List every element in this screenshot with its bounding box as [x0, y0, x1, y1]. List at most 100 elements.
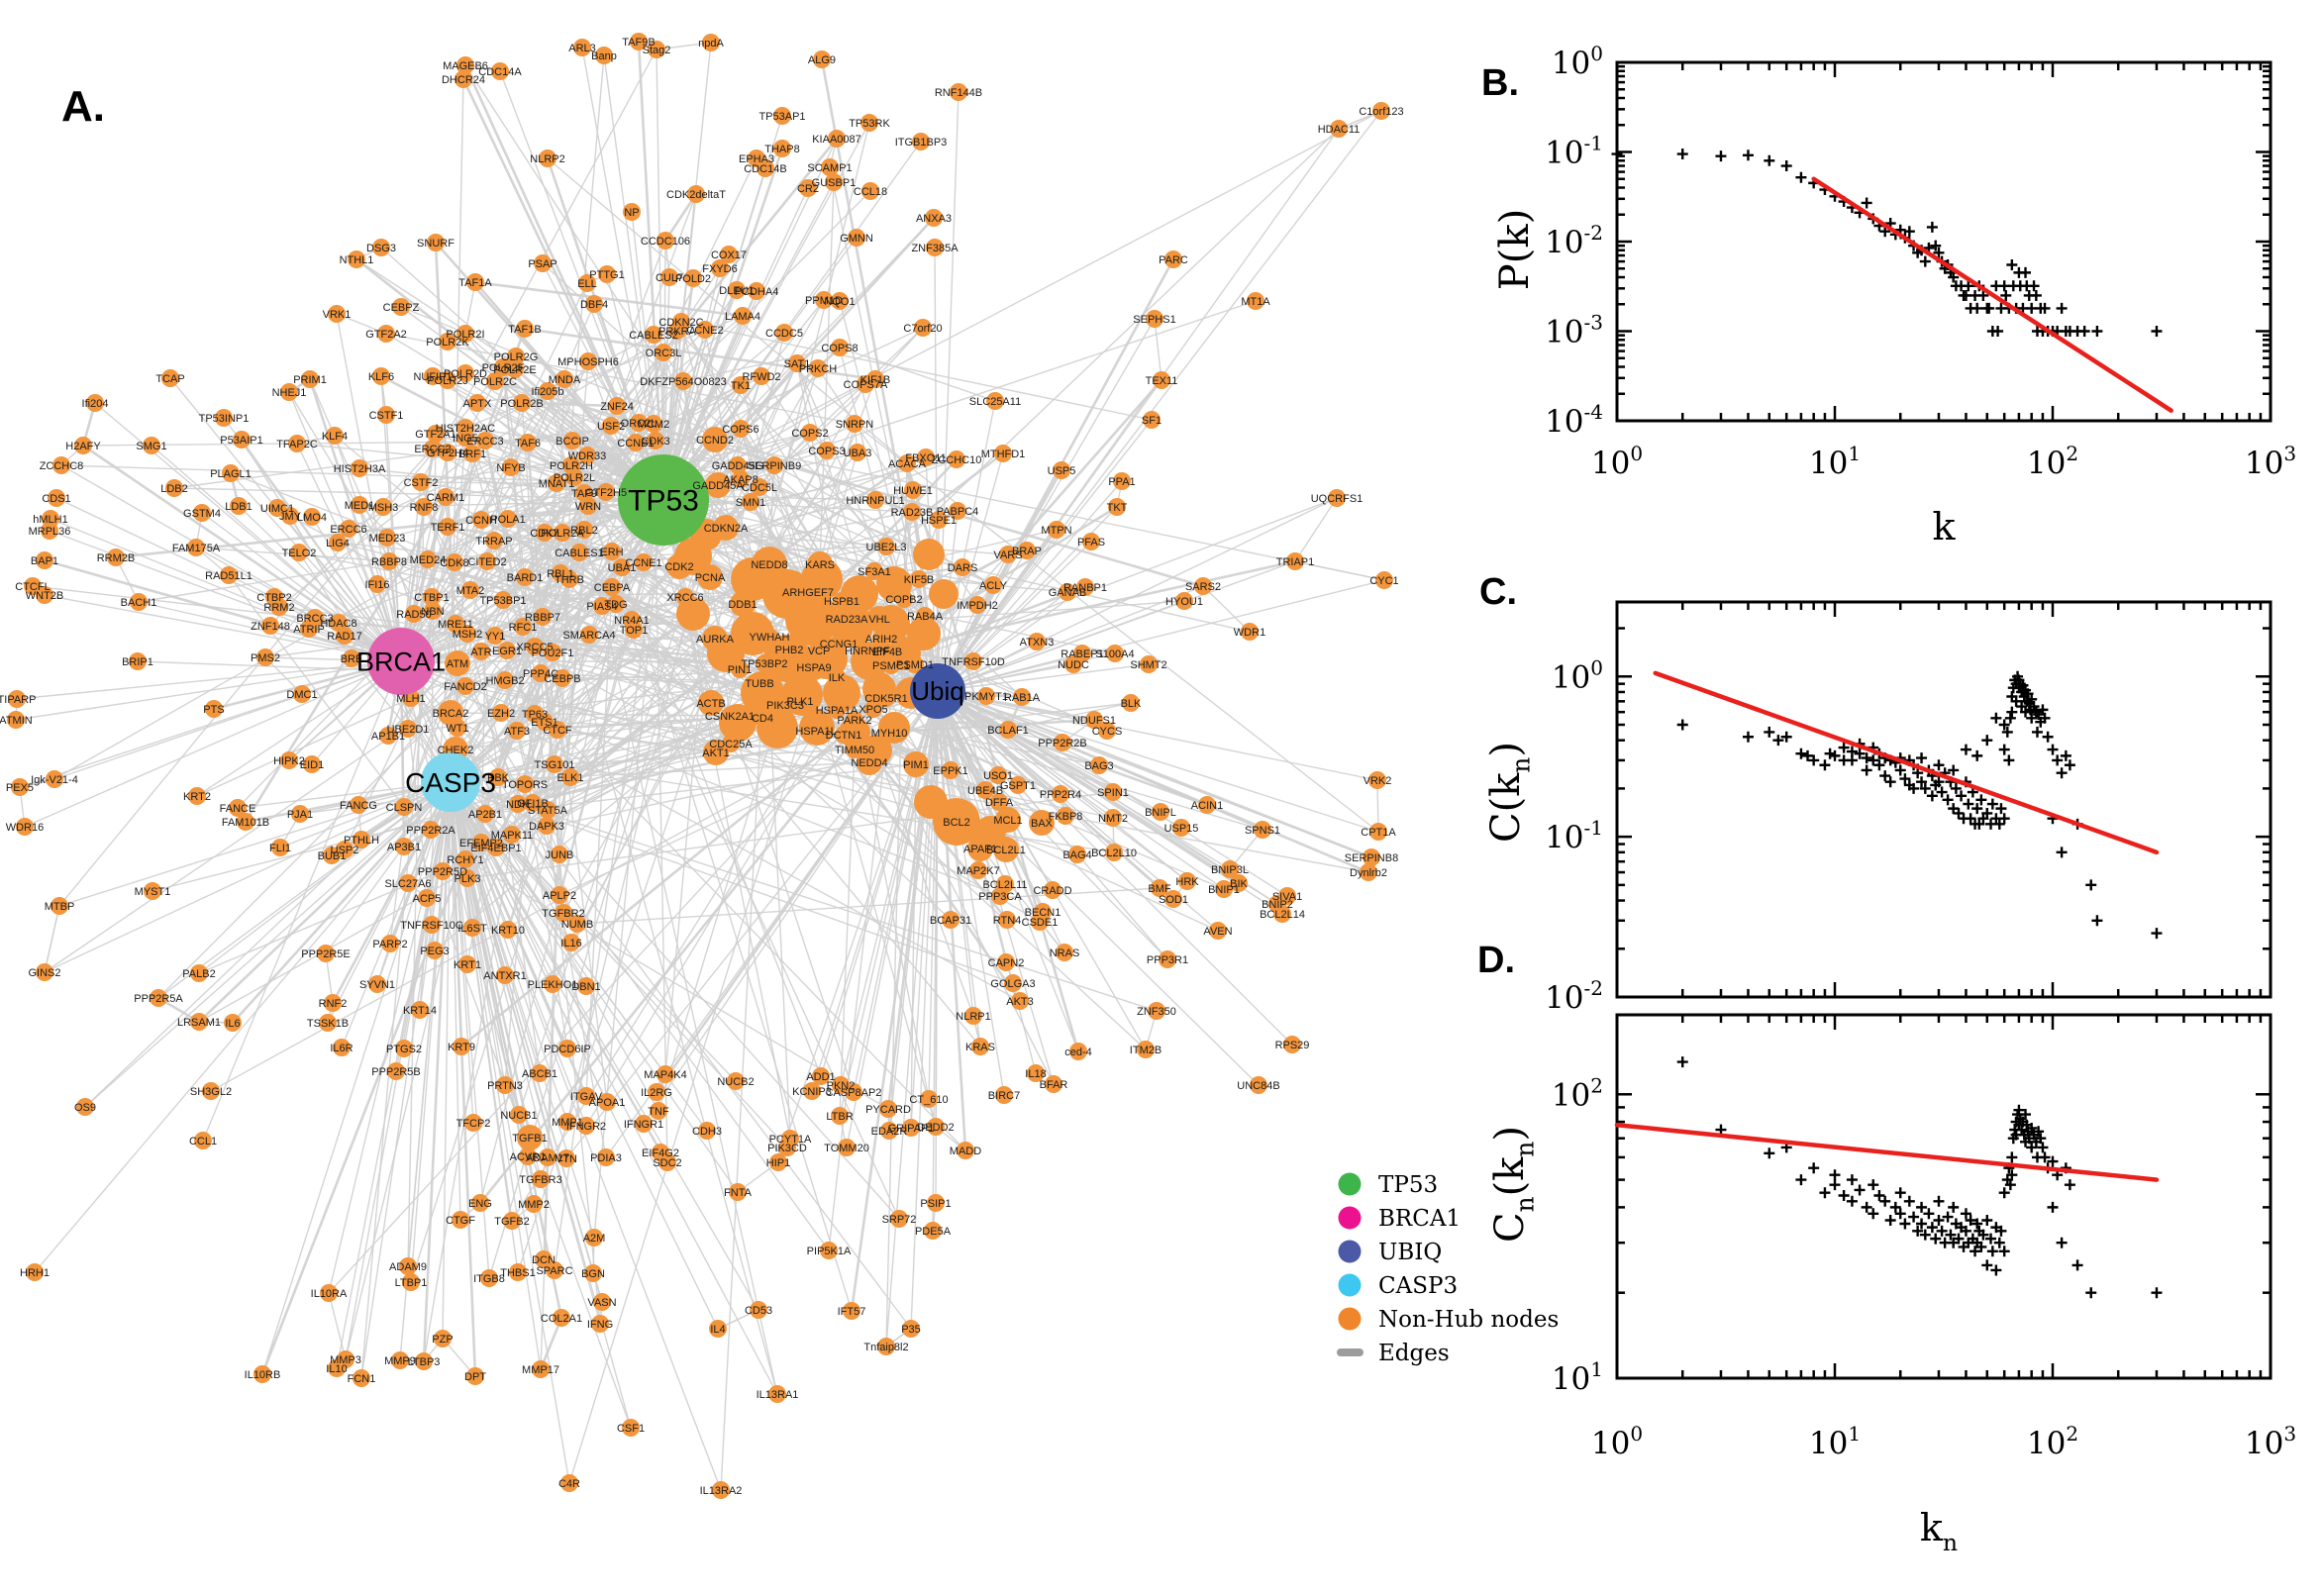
- network-node[interactable]: [577, 1117, 595, 1135]
- network-node[interactable]: [608, 397, 626, 415]
- network-node[interactable]: [857, 375, 874, 393]
- network-node[interactable]: [950, 83, 967, 101]
- network-node[interactable]: [516, 320, 534, 338]
- network-node[interactable]: [993, 837, 1019, 862]
- network-node[interactable]: [635, 1115, 653, 1133]
- network-node[interactable]: [698, 1122, 716, 1140]
- network-node[interactable]: [756, 654, 773, 672]
- network-node[interactable]: [374, 498, 392, 516]
- network-node[interactable]: [411, 1001, 429, 1019]
- network-node[interactable]: [1247, 292, 1264, 310]
- network-node[interactable]: [768, 1385, 786, 1403]
- network-node[interactable]: [948, 450, 965, 468]
- network-node[interactable]: [434, 862, 452, 880]
- network-node[interactable]: [480, 1269, 498, 1287]
- network-node[interactable]: [880, 724, 898, 742]
- network-node[interactable]: [496, 671, 514, 689]
- network-node[interactable]: [253, 1365, 271, 1383]
- network-node[interactable]: [562, 456, 580, 474]
- network-node[interactable]: [554, 524, 571, 542]
- network-node[interactable]: [548, 474, 565, 492]
- network-node[interactable]: [463, 445, 481, 462]
- network-node[interactable]: [613, 558, 631, 576]
- network-node[interactable]: [50, 897, 68, 915]
- network-node[interactable]: [721, 707, 739, 725]
- network-node[interactable]: [568, 915, 586, 933]
- network-node[interactable]: [674, 372, 692, 390]
- network-node[interactable]: [976, 781, 994, 799]
- network-node[interactable]: [882, 656, 900, 674]
- network-node[interactable]: [927, 1194, 945, 1212]
- network-node[interactable]: [773, 140, 791, 157]
- network-node[interactable]: [458, 625, 476, 643]
- network-node[interactable]: [293, 685, 311, 703]
- network-node[interactable]: [734, 307, 752, 325]
- network-node[interactable]: [237, 813, 254, 831]
- network-node[interactable]: [439, 333, 456, 350]
- network-node[interactable]: [702, 626, 728, 651]
- network-hub-brca1[interactable]: [367, 628, 435, 695]
- network-node[interactable]: [998, 911, 1016, 929]
- network-node[interactable]: [453, 1038, 470, 1055]
- network-node[interactable]: [317, 945, 335, 962]
- network-node[interactable]: [1098, 722, 1116, 740]
- network-node[interactable]: [551, 886, 568, 904]
- network-node[interactable]: [74, 437, 92, 454]
- network-node[interactable]: [729, 456, 747, 474]
- network-node[interactable]: [340, 520, 357, 538]
- network-node[interactable]: [788, 354, 806, 372]
- network-node[interactable]: [752, 547, 787, 582]
- network-node[interactable]: [536, 713, 554, 731]
- network-node[interactable]: [1172, 819, 1190, 837]
- network-node[interactable]: [878, 643, 896, 660]
- network-node[interactable]: [36, 586, 53, 604]
- network-node[interactable]: [846, 415, 863, 433]
- network-node[interactable]: [268, 499, 286, 517]
- network-node[interactable]: [412, 473, 430, 491]
- network-node[interactable]: [902, 1320, 920, 1338]
- network-node[interactable]: [830, 635, 848, 652]
- network-node[interactable]: [866, 491, 884, 509]
- network-node[interactable]: [1090, 756, 1108, 774]
- network-node[interactable]: [957, 1142, 974, 1159]
- network-node[interactable]: [838, 1139, 856, 1156]
- network-node[interactable]: [509, 795, 527, 813]
- network-node[interactable]: [769, 1153, 787, 1171]
- network-node[interactable]: [551, 846, 568, 863]
- network-node[interactable]: [697, 564, 723, 590]
- network-node[interactable]: [791, 692, 809, 710]
- network-node[interactable]: [877, 689, 895, 707]
- network-node[interactable]: [803, 1082, 821, 1100]
- network-node[interactable]: [261, 617, 279, 635]
- network-node[interactable]: [391, 1351, 409, 1369]
- network-node[interactable]: [328, 305, 346, 323]
- network-node[interactable]: [439, 444, 456, 461]
- network-node[interactable]: [849, 444, 866, 461]
- network-node[interactable]: [748, 282, 765, 300]
- network-node[interactable]: [712, 1481, 730, 1499]
- network-node[interactable]: [36, 551, 53, 569]
- network-node[interactable]: [539, 1148, 556, 1166]
- network-node[interactable]: [999, 721, 1017, 739]
- network-node[interactable]: [785, 592, 839, 646]
- network-node[interactable]: [476, 805, 494, 823]
- network-node[interactable]: [190, 964, 208, 982]
- network-node[interactable]: [577, 977, 595, 995]
- network-node[interactable]: [702, 427, 728, 452]
- network-node[interactable]: [415, 1352, 433, 1370]
- network-node[interactable]: [380, 552, 398, 570]
- network-node[interactable]: [399, 874, 417, 892]
- network-node[interactable]: [52, 456, 70, 474]
- network-node[interactable]: [845, 1083, 862, 1101]
- network-node[interactable]: [526, 638, 544, 655]
- network-node[interactable]: [910, 570, 928, 588]
- network-node[interactable]: [456, 850, 474, 868]
- network-node[interactable]: [395, 838, 413, 855]
- network-node[interactable]: [676, 588, 694, 606]
- network-node[interactable]: [825, 173, 843, 191]
- network-node[interactable]: [456, 325, 474, 343]
- network-node[interactable]: [1221, 860, 1239, 878]
- network-node[interactable]: [607, 595, 625, 613]
- network-node[interactable]: [472, 511, 490, 529]
- network-node[interactable]: [1059, 583, 1076, 601]
